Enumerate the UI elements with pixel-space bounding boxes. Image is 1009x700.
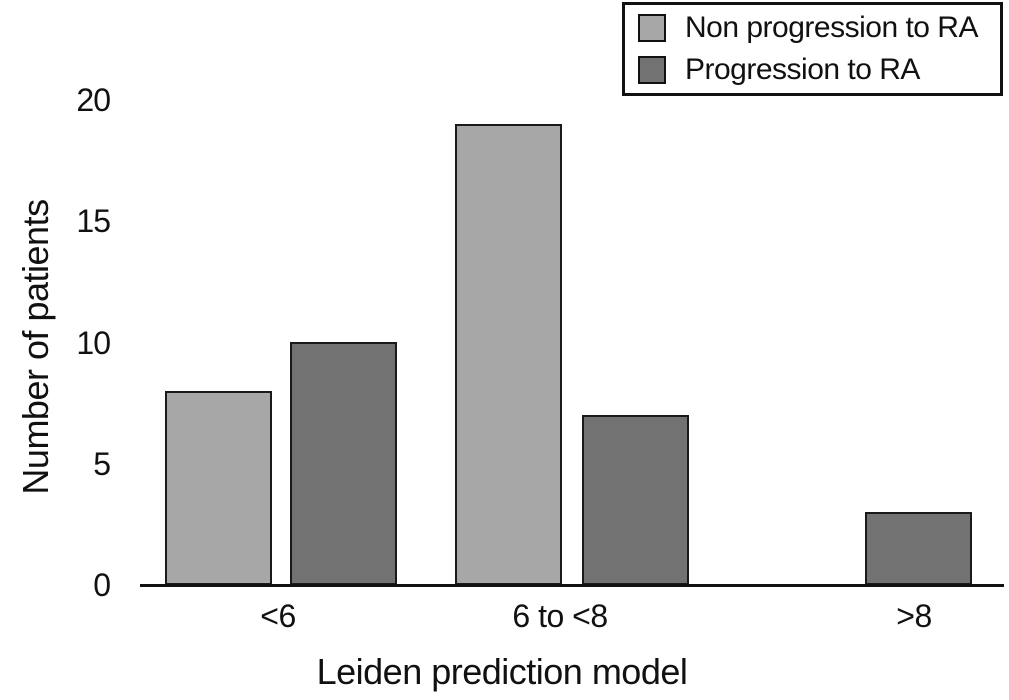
bar-progression-cat1 [582,415,689,585]
x-axis-title: Leiden prediction model [316,651,688,692]
y-tick-label-10: 10 [76,324,111,361]
x-category-label-2: >8 [896,598,932,634]
bar-progression-cat0 [290,342,397,585]
bar-non-progression-cat0 [165,391,272,585]
y-tick-label-15: 15 [76,203,111,240]
legend-item-progression: Progression to RA [638,53,1000,86]
legend-label-progression: Progression to RA [685,53,920,86]
legend-label-non-progression: Non progression to RA [685,11,979,44]
x-axis-line [140,584,1004,587]
y-tick-label-20: 20 [76,82,111,118]
y-tick-label-5: 5 [93,445,111,482]
legend-box: Non progression to RA Progression to RA [622,2,1003,96]
bar-non-progression-cat1 [455,124,562,585]
y-tick-label-0: 0 [93,567,111,603]
bar-progression-cat2 [865,512,972,585]
x-category-label-0: <6 [260,598,296,634]
legend-item-non-progression: Non progression to RA [638,11,1000,44]
x-category-label-1: 6 to <8 [512,598,608,634]
legend-swatch-progression [638,56,666,84]
legend-swatch-non-progression [638,14,666,42]
